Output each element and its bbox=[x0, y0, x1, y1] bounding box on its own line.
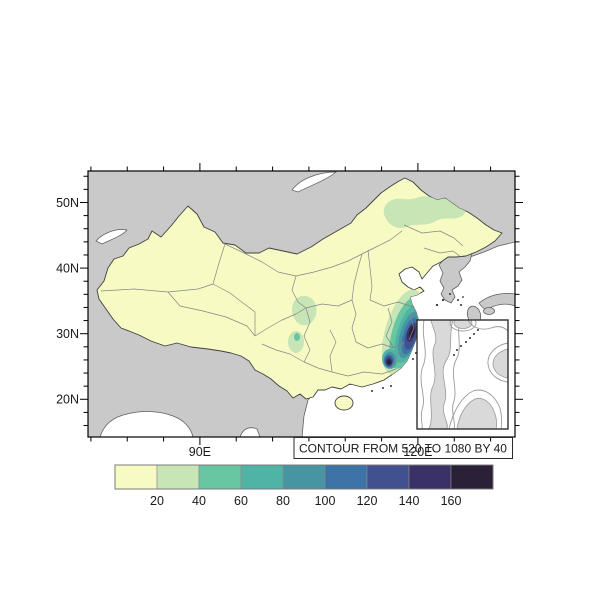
colorbar: 20 40 60 80 100 120 140 160 bbox=[114, 464, 494, 508]
patch-sichuan-level1-b bbox=[288, 331, 304, 353]
colorbar-label-120: 120 bbox=[357, 494, 378, 508]
hainan-island bbox=[334, 395, 354, 411]
axis-labels: 50N 40N 30N 20N 90E 120E bbox=[56, 196, 432, 459]
colorbar-cell-1 bbox=[156, 464, 200, 490]
y-axis-label-20N: 20N bbox=[56, 393, 79, 407]
contour-info-box: CONTOUR FROM 520 TO 1080 BY 40 bbox=[293, 437, 513, 459]
contour-info-border bbox=[293, 437, 513, 459]
colorbar-label-60: 60 bbox=[234, 494, 248, 508]
ocean-bay-of-bengal bbox=[99, 411, 194, 437]
x-axis-label-90E: 90E bbox=[189, 445, 211, 459]
colorbar-outline bbox=[114, 464, 494, 490]
patch-northeast-level1 bbox=[383, 196, 466, 229]
patch-sichuan-level2 bbox=[294, 333, 300, 341]
contour-info-text: CONTOUR FROM 520 TO 1080 BY 40 bbox=[299, 442, 507, 456]
province-borders bbox=[100, 224, 464, 377]
inset-panel bbox=[416, 319, 509, 430]
colorbar-cell-2 bbox=[198, 464, 242, 490]
ocean-gulf-inlet bbox=[239, 427, 261, 437]
x-axis-label-120E: 120E bbox=[403, 445, 432, 459]
colorbar-cell-8 bbox=[450, 464, 494, 490]
inset-border bbox=[416, 319, 509, 430]
south-core-level8 bbox=[387, 359, 391, 365]
inset-contours bbox=[420, 320, 508, 429]
colorbar-cell-3 bbox=[240, 464, 284, 490]
colorbar-label-80: 80 bbox=[276, 494, 290, 508]
colorbar-label-100: 100 bbox=[315, 494, 336, 508]
japan-honshu bbox=[478, 293, 515, 311]
colorbar-cell-5 bbox=[324, 464, 368, 490]
main-map bbox=[88, 171, 515, 437]
colorbar-cell-4 bbox=[282, 464, 326, 490]
japan-shikoku bbox=[483, 307, 495, 315]
y-axis-label-50N: 50N bbox=[56, 196, 79, 210]
y-axis-label-30N: 30N bbox=[56, 327, 79, 341]
korea-peninsula bbox=[438, 249, 473, 304]
colorbar-label-20: 20 bbox=[150, 494, 164, 508]
colorbar-cell-0 bbox=[114, 464, 158, 490]
colorbar-label-140: 140 bbox=[399, 494, 420, 508]
lake-baikal bbox=[291, 171, 337, 193]
colorbar-cell-7 bbox=[408, 464, 452, 490]
colorbar-label-160: 160 bbox=[441, 494, 462, 508]
colorbar-cell-6 bbox=[366, 464, 410, 490]
patch-sichuan-level1-a bbox=[292, 295, 317, 326]
lake-balkhash bbox=[95, 229, 128, 245]
y-axis-label-40N: 40N bbox=[56, 261, 79, 275]
colorbar-label-40: 40 bbox=[192, 494, 206, 508]
ryukyu-islands-dots bbox=[453, 329, 479, 356]
